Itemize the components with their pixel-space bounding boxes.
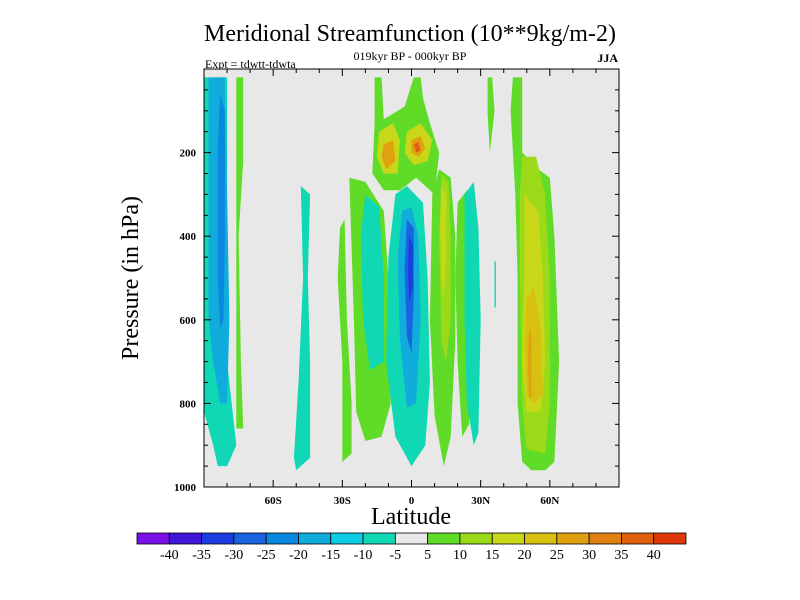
y-tick-label: 400	[180, 231, 197, 243]
colorbar: -40 -35 -30 -25 -20 -15 -10 -5 5 10 15 20 25 30 35 40	[136, 532, 687, 563]
colorbar-label: -15	[321, 548, 340, 563]
colorbar-label: 40	[647, 548, 661, 563]
x-tick-label: 30S	[334, 495, 351, 507]
nh-tropical-positive-region	[440, 186, 447, 299]
colorbar-swatch	[556, 532, 590, 545]
colorbar-swatch	[394, 532, 429, 545]
sh-polar-cell-positive-region	[236, 77, 244, 429]
sh-subtropical-positive-region	[337, 219, 352, 462]
nh-highlat-positive-region	[487, 77, 495, 153]
equatorial-negative-region	[408, 236, 413, 304]
colorbar-label: -25	[257, 548, 276, 563]
season-label: JJA	[597, 51, 618, 65]
y-tick-label: 1000	[174, 482, 197, 494]
x-tick-label: 60S	[265, 495, 282, 507]
colorbar-swatch	[136, 532, 170, 545]
y-tick-label: 800	[180, 398, 197, 410]
colorbar-swatch	[298, 532, 332, 545]
x-tick-label: 60N	[540, 495, 559, 507]
colorbar-swatch	[168, 532, 202, 545]
x-axis-ticks: 60S 30S 0 30N 60N	[203, 69, 620, 507]
nh-midlat-negative-region	[494, 261, 496, 308]
y-tick-label: 200	[180, 148, 197, 160]
colorbar-label: 30	[582, 548, 596, 563]
contour-regions	[204, 77, 560, 471]
chart-title: Meridional Streamfunction (10**9kg/m-2)	[204, 21, 616, 47]
colorbar-label: -40	[160, 548, 179, 563]
x-tick-label: 0	[409, 495, 415, 507]
nh-highlat-positive-region	[527, 328, 532, 400]
y-axis-ticks: 200 400 600 800 1000	[174, 89, 619, 494]
chart-subtitle: 019kyr BP - 000kyr BP	[354, 49, 467, 63]
y-axis-title: Pressure (in hPa)	[118, 196, 144, 360]
colorbar-swatch	[362, 532, 396, 545]
colorbar-label: -30	[225, 548, 244, 563]
plot-area: 200 400 600 800 1000 60S 30S 0 30N 60N	[174, 68, 620, 507]
colorbar-swatch	[233, 532, 267, 545]
upper-tropical-positive-region	[413, 142, 421, 153]
x-axis-title: Latitude	[371, 504, 451, 530]
colorbar-swatch	[621, 532, 655, 545]
colorbar-label: -20	[289, 548, 308, 563]
colorbar-label: 35	[614, 548, 628, 563]
colorbar-label: 15	[485, 548, 499, 563]
colorbar-label: 5	[424, 548, 431, 563]
colorbar-label: 25	[550, 548, 564, 563]
colorbar-label: -10	[354, 548, 373, 563]
upper-tropical-positive-region	[381, 140, 396, 170]
colorbar-label: 10	[453, 548, 467, 563]
colorbar-swatch	[588, 532, 622, 545]
y-tick-label: 600	[180, 315, 197, 327]
colorbar-swatch	[265, 532, 299, 545]
colorbar-swatch	[491, 532, 525, 545]
sh-subtropical-negative-region	[360, 194, 384, 370]
colorbar-swatch	[427, 532, 461, 545]
colorbar-swatch	[201, 532, 235, 545]
sh-midlat-negative-region	[293, 186, 311, 471]
colorbar-swatch	[459, 532, 493, 545]
colorbar-label: -35	[192, 548, 211, 563]
nh-midlat-negative-region	[464, 181, 481, 446]
experiment-label: Expt = tdwtt-tdwta	[205, 57, 296, 71]
colorbar-swatch	[524, 532, 558, 545]
sh-polar-cell-negative-region	[217, 94, 225, 329]
colorbar-swatch	[330, 532, 364, 545]
colorbar-swatch	[653, 532, 687, 545]
x-tick-label: 30N	[471, 495, 490, 507]
colorbar-label: -5	[390, 548, 402, 563]
colorbar-label: 20	[518, 548, 532, 563]
